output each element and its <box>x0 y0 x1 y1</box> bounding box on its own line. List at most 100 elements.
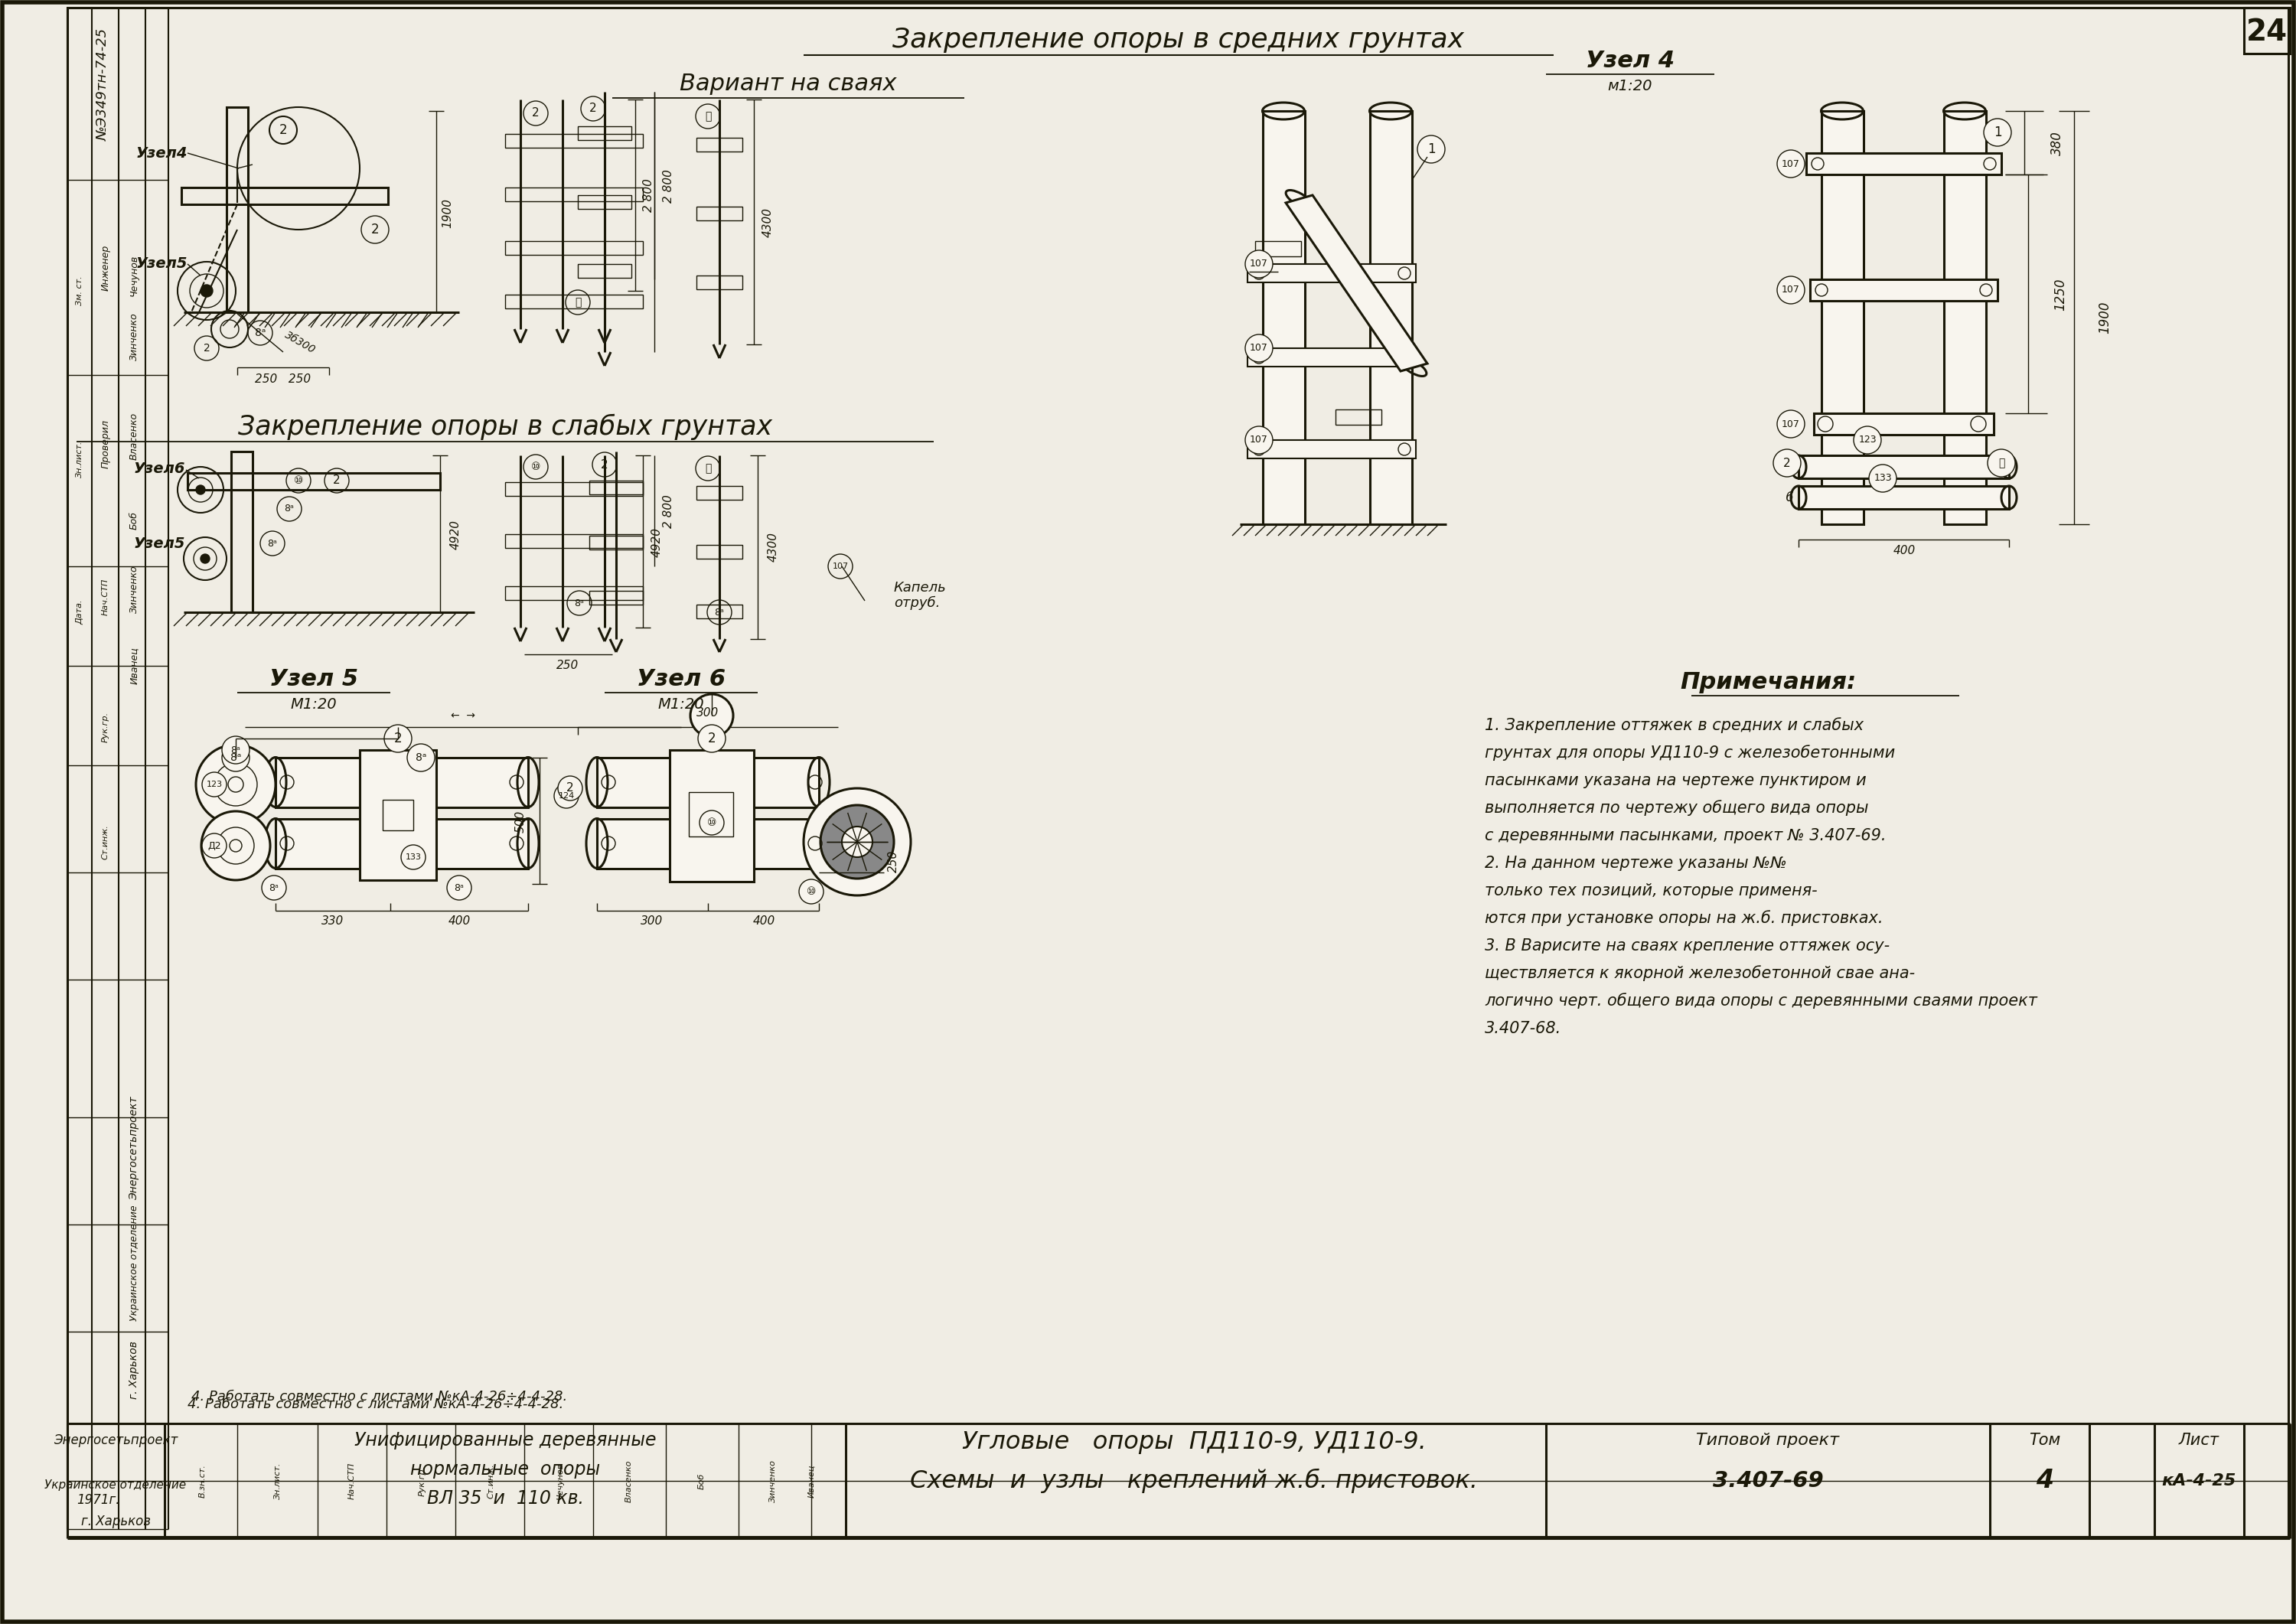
Text: пасынками указана на чертеже пунктиром и: пасынками указана на чертеже пунктиром и <box>1486 773 1867 788</box>
Text: 330: 330 <box>321 916 344 927</box>
Bar <box>696 604 742 619</box>
Bar <box>505 534 643 547</box>
Text: Ст.инж.: Ст.инж. <box>101 825 110 859</box>
Text: 107: 107 <box>1782 419 1800 429</box>
Bar <box>1247 440 1417 458</box>
Text: 250: 250 <box>556 659 579 672</box>
Text: 2: 2 <box>707 732 716 745</box>
Text: Власенко: Власенко <box>625 1460 634 1502</box>
Text: Узел5: Узел5 <box>135 257 188 271</box>
Text: кА-4-25: кА-4-25 <box>2161 1473 2236 1489</box>
Bar <box>1821 110 1864 525</box>
Circle shape <box>1777 276 1805 304</box>
Text: 8ᵃ: 8ᵃ <box>269 539 278 549</box>
Bar <box>1814 412 1993 435</box>
Text: М1:20: М1:20 <box>292 697 338 711</box>
Text: 2: 2 <box>567 783 574 794</box>
Text: Унифицированные деревянные: Унифицированные деревянные <box>354 1431 657 1450</box>
Circle shape <box>202 812 271 880</box>
Bar <box>505 586 643 599</box>
Bar <box>590 536 643 549</box>
Text: Д2: Д2 <box>207 841 220 851</box>
Circle shape <box>558 776 583 801</box>
Bar <box>689 793 732 836</box>
Bar <box>1336 409 1382 425</box>
Text: 107: 107 <box>1782 159 1800 169</box>
Text: 500: 500 <box>514 810 526 833</box>
Circle shape <box>1777 411 1805 438</box>
Circle shape <box>200 284 214 297</box>
Circle shape <box>1853 425 1880 453</box>
Circle shape <box>843 827 872 857</box>
Text: 250   250: 250 250 <box>255 374 312 385</box>
Text: 8ᵃ: 8ᵃ <box>416 752 427 763</box>
Bar <box>232 451 253 612</box>
Text: 8ᵃ: 8ᵃ <box>232 745 241 755</box>
Bar <box>188 473 441 490</box>
Circle shape <box>223 744 250 771</box>
Bar <box>579 265 631 278</box>
Text: 107: 107 <box>1782 286 1800 296</box>
Text: Схемы  и  узлы   креплений ж.б. пристовок.: Схемы и узлы креплений ж.б. пристовок. <box>909 1468 1479 1492</box>
Bar <box>1256 240 1302 257</box>
Text: 133: 133 <box>404 853 422 861</box>
Bar <box>360 750 436 880</box>
Circle shape <box>223 736 250 763</box>
Text: Дата.: Дата. <box>76 599 83 625</box>
Text: 2: 2 <box>280 123 287 136</box>
Text: 250: 250 <box>889 849 900 872</box>
Text: 124: 124 <box>558 793 574 799</box>
Text: 8ᵃ: 8ᵃ <box>714 607 723 617</box>
Text: 4: 4 <box>2037 1468 2055 1494</box>
Text: ⑩: ⑩ <box>294 476 303 486</box>
Text: М1:20: М1:20 <box>659 697 705 711</box>
Text: 1971г.: 1971г. <box>76 1492 119 1507</box>
Bar <box>2243 8 2289 54</box>
Text: Рук.гр.: Рук.гр. <box>101 711 110 742</box>
Text: 400: 400 <box>448 916 471 927</box>
Text: ⑩: ⑩ <box>530 461 540 473</box>
Text: Нач.СТП: Нач.СТП <box>101 578 110 615</box>
Text: В.зн.ст.: В.зн.ст. <box>200 1465 207 1497</box>
Text: выполняется по чертежу общего вида опоры: выполняется по чертежу общего вида опоры <box>1486 801 1869 817</box>
Text: г. Харьков: г. Харьков <box>129 1341 140 1398</box>
Text: Узел 4: Узел 4 <box>1587 50 1674 73</box>
Bar <box>505 482 643 495</box>
Text: Угловые   опоры  ПД110-9, УД110-9.: Угловые опоры ПД110-9, УД110-9. <box>962 1431 1426 1455</box>
Text: Зинченко: Зинченко <box>129 565 138 614</box>
Text: 4300: 4300 <box>762 206 774 237</box>
Circle shape <box>1988 450 2016 477</box>
Circle shape <box>402 844 425 869</box>
Circle shape <box>799 879 824 905</box>
Circle shape <box>553 784 579 809</box>
Text: Энергосетьпроект: Энергосетьпроект <box>129 1096 140 1200</box>
Text: Украинское отделение: Украинское отделение <box>44 1479 186 1491</box>
Text: Зм. ст.: Зм. ст. <box>76 276 83 305</box>
Bar <box>227 107 248 312</box>
Bar <box>1247 348 1417 367</box>
Text: 8ᵃ: 8ᵃ <box>269 883 278 893</box>
Bar <box>1371 110 1412 525</box>
Text: Иванец: Иванец <box>129 648 138 684</box>
Text: 1900: 1900 <box>441 198 452 227</box>
Text: Узел 5: Узел 5 <box>269 669 358 690</box>
Text: Чечунов: Чечунов <box>556 1463 565 1499</box>
Text: ются при установке опоры на ж.б. пристовках.: ются при установке опоры на ж.б. пристов… <box>1486 911 1883 926</box>
Circle shape <box>195 486 204 494</box>
Text: 2: 2 <box>333 474 340 486</box>
Text: 2 800: 2 800 <box>661 494 675 528</box>
Circle shape <box>1818 416 1832 432</box>
Circle shape <box>1970 416 1986 432</box>
Text: Зинченко: Зинченко <box>129 313 138 361</box>
Circle shape <box>448 875 471 900</box>
Text: нормальные  опоры: нормальные опоры <box>411 1460 599 1478</box>
Text: Узел4: Узел4 <box>135 146 188 161</box>
Text: 6: 6 <box>1786 490 1793 505</box>
Text: 2: 2 <box>602 460 608 471</box>
Text: 2: 2 <box>204 343 209 354</box>
Circle shape <box>700 810 723 835</box>
Bar <box>1945 110 1986 525</box>
Text: ⑩: ⑩ <box>707 817 716 828</box>
Bar <box>276 758 528 807</box>
Text: Том: Том <box>2030 1432 2062 1449</box>
